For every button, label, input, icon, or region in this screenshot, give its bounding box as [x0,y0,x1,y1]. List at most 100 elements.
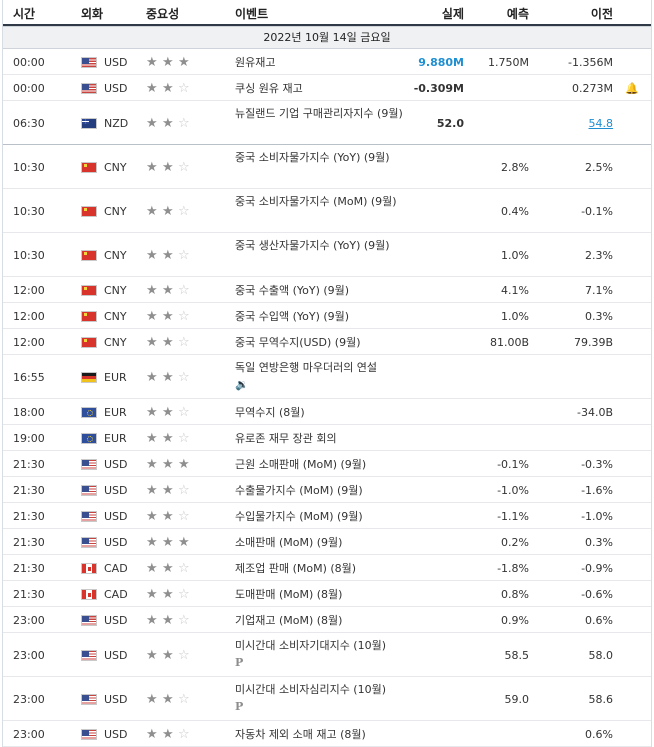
event-cell[interactable]: 소매판매 (MoM) (9월) [235,533,413,552]
star-filled-icon: ★ [146,81,158,96]
speaker-icon[interactable]: 🔉 [235,378,249,391]
table-row[interactable]: 21:30 CAD ★ ★ ☆ 제조업 판매 (MoM) (8월) -1.8% -0.9% [3,555,651,581]
table-row[interactable]: 00:00 USD ★ ★ ★ 원유재고 9.880M 1.750M -1.356M [3,49,651,75]
header-actual[interactable]: 실제 [441,7,464,21]
event-cell[interactable]: 쿠싱 원유 재고 [235,79,413,98]
event-cell[interactable]: 미시간대 소비자심리지수 (10월) P [235,680,413,715]
table-row[interactable]: 23:00 USD ★ ★ ☆ 미시간대 소비자심리지수 (10월) P 59.0 58.6 [3,677,651,721]
table-row[interactable]: 23:00 USD ★ ★ ☆ 자동차 제외 소매 재고 (8월) 0.6% [3,721,651,747]
header-currency[interactable]: 외화 [81,7,104,21]
star-empty-icon: ☆ [178,116,190,131]
event-cell[interactable]: 뉴질랜드 기업 구매관리자지수 (9월) [235,104,413,123]
event-cell[interactable]: 원유재고 [235,53,413,72]
previous-cell[interactable]: 54.8 [588,117,614,130]
cn-flag-icon [81,162,97,173]
importance-stars: ★ ★ ☆ [146,310,194,323]
event-cell[interactable]: 중국 수입액 (YoY) (9월) [235,307,413,326]
currency-cell: CNY [104,161,127,174]
header-forecast[interactable]: 예측 [506,7,529,21]
forecast-cell: -1.1% [497,510,529,523]
table-row[interactable]: 12:00 CNY ★ ★ ☆ 중국 수출액 (YoY) (9월) 4.1% 7.1% [3,277,651,303]
event-title[interactable]: 중국 소비자물가지수 (MoM) (9월) [235,195,397,208]
event-title[interactable]: 미시간대 소비자기대지수 (10월) [235,639,387,652]
event-title[interactable]: 무역수지 (8월) [235,406,305,419]
event-title[interactable]: 미시간대 소비자심리지수 (10월) [235,683,387,696]
header-importance[interactable]: 중요성 [146,7,180,21]
previous-cell: 0.273M [572,82,613,95]
event-title[interactable]: 수입물가지수 (MoM) (9월) [235,510,363,523]
table-row[interactable]: 12:00 CNY ★ ★ ☆ 중국 수입액 (YoY) (9월) 1.0% 0.3% [3,303,651,329]
event-title[interactable]: 제조업 판매 (MoM) (8월) [235,562,357,575]
event-cell[interactable]: 중국 무역수지(USD) (9월) [235,333,413,352]
event-cell[interactable]: 중국 소비자물가지수 (MoM) (9월) [235,192,413,211]
event-title[interactable]: 유로존 재무 장관 회의 [235,432,337,445]
event-title[interactable]: 자동차 제외 소매 재고 (8월) [235,728,366,741]
table-row[interactable]: 23:00 USD ★ ★ ☆ 미시간대 소비자기대지수 (10월) P 58.5 58.0 [3,633,651,677]
table-row[interactable]: 12:00 CNY ★ ★ ☆ 중국 무역수지(USD) (9월) 81.00B 79.39B [3,329,651,355]
event-cell[interactable]: 무역수지 (8월) [235,403,413,422]
table-row[interactable]: 23:00 USD ★ ★ ☆ 기업재고 (MoM) (8월) 0.9% 0.6% [3,607,651,633]
event-title[interactable]: 독일 연방은행 마우더러의 연설 [235,361,378,374]
event-cell[interactable]: 미시간대 소비자기대지수 (10월) P [235,636,413,671]
table-row[interactable]: 10:30 CNY ★ ★ ☆ 중국 소비자물가지수 (MoM) (9월) 0.4% -0.1… [3,189,651,233]
forecast-cell: 0.9% [501,614,529,627]
importance-stars: ★ ★ ☆ [146,484,194,497]
event-title[interactable]: 소매판매 (MoM) (9월) [235,536,343,549]
importance-stars: ★ ★ ☆ [146,510,194,523]
event-cell[interactable]: 중국 생산자물가지수 (YoY) (9월) [235,236,413,255]
event-cell[interactable]: 자동차 제외 소매 재고 (8월) [235,725,413,744]
event-cell[interactable]: 근원 소매판매 (MoM) (9월) [235,455,413,474]
event-cell[interactable]: 도매판매 (MoM) (8월) [235,585,413,604]
event-title[interactable]: 원유재고 [235,56,276,69]
star-filled-icon: ★ [162,248,174,263]
us-flag-icon [81,511,97,522]
event-cell[interactable]: 수출물가지수 (MoM) (9월) [235,481,413,500]
star-empty-icon: ☆ [178,483,190,498]
table-row[interactable]: 06:30 NZD ★ ★ ☆ 뉴질랜드 기업 구매관리자지수 (9월) 52.0 54.8 [3,101,651,145]
event-title[interactable]: 근원 소매판매 (MoM) (9월) [235,458,367,471]
star-filled-icon: ★ [146,283,158,298]
eu-flag-icon [81,407,97,418]
event-title[interactable]: 중국 수입액 (YoY) (9월) [235,310,350,323]
table-row[interactable]: 19:00 EUR ★ ★ ☆ 유로존 재무 장관 회의 [3,425,651,451]
event-cell[interactable]: 유로존 재무 장관 회의 [235,429,413,448]
header-event[interactable]: 이벤트 [235,7,269,21]
table-row[interactable]: 10:30 CNY ★ ★ ☆ 중국 소비자물가지수 (YoY) (9월) 2.8% 2.5% [3,145,651,189]
event-title[interactable]: 뉴질랜드 기업 구매관리자지수 (9월) [235,107,403,120]
table-row[interactable]: 21:30 USD ★ ★ ★ 근원 소매판매 (MoM) (9월) -0.1% -0.3% [3,451,651,477]
time-cell: 18:00 [13,406,45,419]
table-row[interactable]: 10:30 CNY ★ ★ ☆ 중국 생산자물가지수 (YoY) (9월) 1.0% 2.3% [3,233,651,277]
star-filled-icon: ★ [146,483,158,498]
event-cell[interactable]: 기업재고 (MoM) (8월) [235,611,413,630]
table-row[interactable]: 21:30 USD ★ ★ ★ 소매판매 (MoM) (9월) 0.2% 0.3% [3,529,651,555]
table-row[interactable]: 16:55 EUR ★ ★ ☆ 독일 연방은행 마우더러의 연설 🔉 [3,355,651,399]
star-filled-icon: ★ [146,309,158,324]
event-title[interactable]: 기업재고 (MoM) (8월) [235,614,343,627]
event-title[interactable]: 중국 소비자물가지수 (YoY) (9월) [235,151,390,164]
header-previous[interactable]: 이전 [590,7,613,21]
event-title[interactable]: 중국 수출액 (YoY) (9월) [235,284,350,297]
previous-cell: 0.3% [585,310,613,323]
event-cell[interactable]: 독일 연방은행 마우더러의 연설 🔉 [235,358,413,393]
event-cell[interactable]: 수입물가지수 (MoM) (9월) [235,507,413,526]
table-row[interactable]: 00:00 USD ★ ★ ☆ 쿠싱 원유 재고 -0.309M 0.273M 🔔 [3,75,651,101]
header-time[interactable]: 시간 [13,7,36,21]
star-empty-icon: ☆ [178,309,190,324]
event-title[interactable]: 중국 무역수지(USD) (9월) [235,336,361,349]
previous-cell: -1.6% [581,484,613,497]
event-title[interactable]: 도매판매 (MoM) (8월) [235,588,343,601]
event-title[interactable]: 쿠싱 원유 재고 [235,82,303,95]
table-row[interactable]: 21:30 USD ★ ★ ☆ 수입물가지수 (MoM) (9월) -1.1% -1.0% [3,503,651,529]
event-cell[interactable]: 제조업 판매 (MoM) (8월) [235,559,413,578]
event-title[interactable]: 중국 생산자물가지수 (YoY) (9월) [235,239,390,252]
event-title[interactable]: 수출물가지수 (MoM) (9월) [235,484,363,497]
table-row[interactable]: 21:30 CAD ★ ★ ☆ 도매판매 (MoM) (8월) 0.8% -0.6% [3,581,651,607]
event-cell[interactable]: 중국 수출액 (YoY) (9월) [235,281,413,300]
event-cell[interactable]: 중국 소비자물가지수 (YoY) (9월) [235,148,413,167]
importance-stars: ★ ★ ☆ [146,117,194,130]
table-row[interactable]: 18:00 EUR ★ ★ ☆ 무역수지 (8월) -34.0B [3,399,651,425]
bell-icon[interactable]: 🔔 [625,82,639,95]
star-filled-icon: ★ [146,370,158,385]
currency-cell: USD [104,693,128,706]
table-row[interactable]: 21:30 USD ★ ★ ☆ 수출물가지수 (MoM) (9월) -1.0% -1.6% [3,477,651,503]
